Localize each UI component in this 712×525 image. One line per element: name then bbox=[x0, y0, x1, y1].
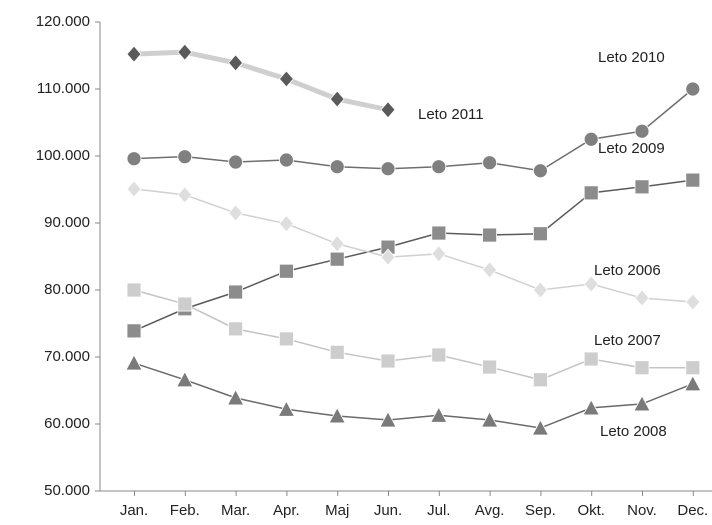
marker bbox=[379, 411, 397, 428]
marker bbox=[177, 149, 193, 165]
marker bbox=[329, 235, 345, 253]
marker bbox=[278, 215, 294, 233]
marker bbox=[126, 323, 142, 339]
marker bbox=[228, 321, 244, 337]
marker bbox=[177, 296, 193, 312]
x-tick-label: Jan. bbox=[120, 502, 148, 519]
x-tick-label: Maj bbox=[325, 502, 349, 519]
y-tick-label: 120.000 bbox=[36, 13, 90, 30]
marker bbox=[480, 411, 499, 428]
y-tick-label: 90.000 bbox=[44, 214, 90, 231]
series-line bbox=[133, 362, 694, 429]
x-tick-label: Avg. bbox=[475, 502, 505, 519]
marker bbox=[634, 179, 650, 195]
marker bbox=[380, 101, 396, 119]
marker bbox=[226, 389, 245, 406]
marker bbox=[431, 245, 447, 263]
marker bbox=[634, 360, 650, 376]
marker bbox=[278, 263, 294, 279]
marker bbox=[177, 186, 193, 204]
series-line bbox=[133, 49, 389, 113]
y-tick-label: 110.000 bbox=[37, 80, 90, 97]
series-label: Leto 2006 bbox=[594, 262, 661, 279]
x-tick-label: Feb. bbox=[170, 502, 200, 519]
x-tick-label: Dec. bbox=[677, 502, 708, 519]
marker bbox=[278, 331, 294, 347]
series-label: Leto 2007 bbox=[594, 332, 661, 349]
marker bbox=[126, 180, 142, 198]
x-tick-label: Jul. bbox=[427, 502, 450, 519]
marker bbox=[380, 353, 396, 369]
marker bbox=[177, 43, 193, 61]
marker bbox=[583, 351, 599, 367]
series-line bbox=[133, 179, 693, 332]
marker bbox=[328, 407, 346, 424]
marker bbox=[126, 45, 142, 63]
marker bbox=[583, 275, 599, 293]
marker bbox=[533, 372, 548, 388]
marker bbox=[685, 360, 701, 376]
y-tick-label: 50.000 bbox=[44, 482, 90, 499]
marker bbox=[278, 70, 294, 88]
marker bbox=[329, 159, 345, 175]
x-tick-label: Jun. bbox=[374, 502, 402, 519]
series-label: Leto 2008 bbox=[600, 423, 667, 440]
marker bbox=[633, 395, 651, 412]
marker bbox=[634, 123, 650, 139]
y-tick-label: 70.000 bbox=[44, 348, 90, 365]
marker bbox=[228, 54, 244, 72]
series-line bbox=[133, 88, 694, 172]
marker bbox=[277, 400, 296, 417]
marker bbox=[125, 354, 143, 371]
series-label: Leto 2011 bbox=[418, 106, 484, 123]
marker bbox=[431, 225, 447, 241]
x-tick-label: Apr. bbox=[273, 502, 300, 519]
marker bbox=[634, 289, 650, 307]
y-tick-label: 80.000 bbox=[44, 281, 90, 298]
x-tick-label: Sep. bbox=[525, 502, 556, 519]
marker bbox=[380, 161, 396, 177]
x-tick-label: Nov. bbox=[627, 502, 657, 519]
marker bbox=[329, 251, 345, 267]
marker bbox=[126, 151, 142, 167]
marker bbox=[126, 282, 142, 298]
marker bbox=[482, 227, 498, 243]
marker bbox=[431, 347, 447, 363]
x-tick-label: Mar. bbox=[221, 502, 250, 519]
series-label: Leto 2009 bbox=[598, 140, 665, 157]
series-label: Leto 2010 bbox=[598, 49, 665, 66]
marker bbox=[482, 359, 498, 375]
marker bbox=[533, 163, 548, 179]
marker bbox=[482, 261, 498, 279]
marker bbox=[430, 406, 448, 423]
marker bbox=[380, 248, 396, 266]
marker bbox=[685, 293, 701, 311]
marker bbox=[532, 281, 548, 299]
marker bbox=[329, 90, 345, 108]
marker bbox=[583, 131, 599, 147]
marker bbox=[685, 81, 701, 97]
series-line bbox=[133, 188, 693, 303]
marker bbox=[228, 204, 244, 222]
y-tick-label: 100.000 bbox=[36, 147, 90, 164]
marker bbox=[278, 152, 294, 168]
x-tick-label: Okt. bbox=[577, 502, 605, 519]
marker bbox=[329, 344, 345, 360]
marker bbox=[228, 154, 244, 170]
y-tick-label: 60.000 bbox=[44, 415, 90, 432]
marker bbox=[583, 185, 599, 201]
marker bbox=[228, 284, 244, 300]
marker bbox=[685, 172, 701, 188]
marker bbox=[531, 419, 550, 436]
marker bbox=[533, 226, 548, 242]
marker bbox=[176, 370, 194, 388]
marker bbox=[431, 159, 447, 175]
marker bbox=[582, 399, 600, 416]
marker bbox=[684, 374, 702, 392]
series-line bbox=[133, 289, 693, 381]
marker bbox=[482, 155, 498, 171]
